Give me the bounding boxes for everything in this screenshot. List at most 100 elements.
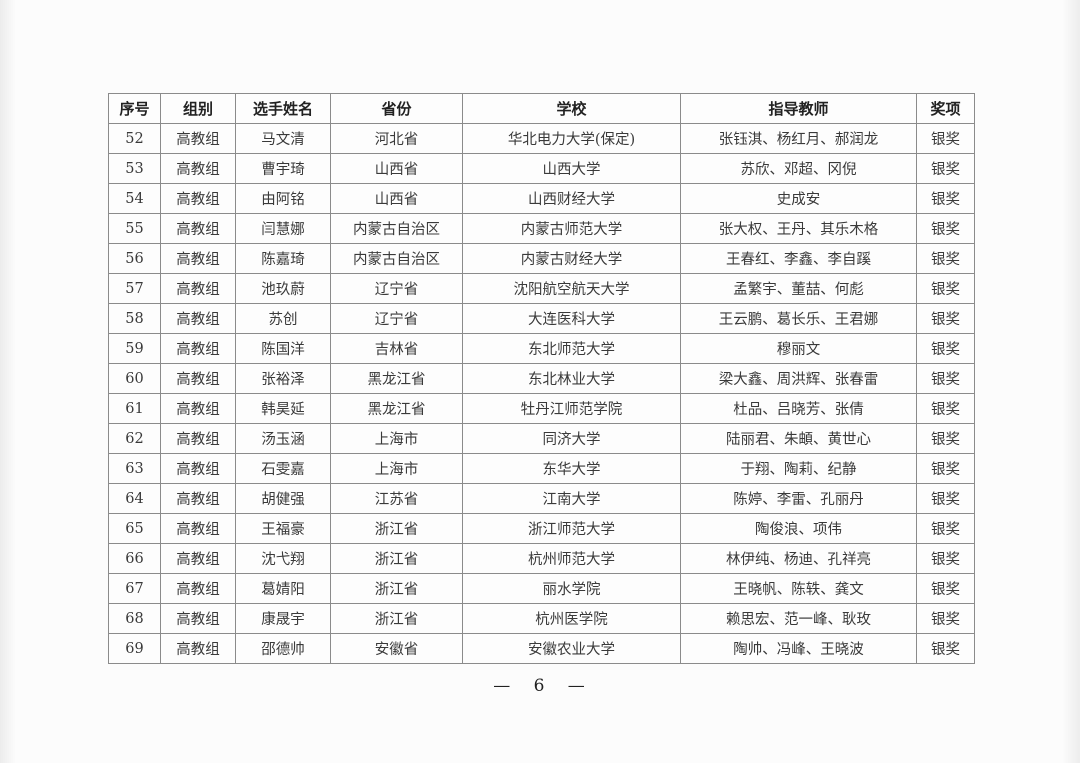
table-cell: 银奖 bbox=[916, 423, 975, 454]
table-cell: 高教组 bbox=[160, 303, 236, 334]
table-cell: 康晟宇 bbox=[235, 603, 331, 634]
table-cell: 汤玉涵 bbox=[235, 423, 331, 454]
table-cell: 65 bbox=[108, 513, 161, 544]
table-row: 66 高教组 沈弋翔 浙江省 杭州师范大学 林伊纯、杨迪、孔祥亮 银奖 bbox=[108, 543, 975, 574]
table-cell: 河北省 bbox=[330, 123, 463, 154]
table-row: 52 高教组 马文清 河北省 华北电力大学(保定) 张钰淇、杨红月、郝润龙 银奖 bbox=[108, 123, 975, 154]
table-row: 54 高教组 由阿铭 山西省 山西财经大学 史成安 银奖 bbox=[108, 183, 975, 214]
table-cell: 63 bbox=[108, 453, 161, 484]
table-cell: 银奖 bbox=[916, 273, 975, 304]
table-cell: 黑龙江省 bbox=[330, 363, 463, 394]
awards-table: 序号 组别 选手姓名 省份 学校 指导教师 奖项 52 高教组 马文清 河北省 华北电力大学(保定)… bbox=[108, 93, 975, 664]
table-row: 69 高教组 邵德帅 安徽省 安徽农业大学 陶帅、冯峰、王晓波 银奖 bbox=[108, 633, 975, 664]
table-cell: 57 bbox=[108, 273, 161, 304]
table-cell: 林伊纯、杨迪、孔祥亮 bbox=[680, 543, 917, 574]
table-row: 67 高教组 葛婧阳 浙江省 丽水学院 王晓帆、陈轶、龚文 银奖 bbox=[108, 573, 975, 604]
table-row: 58 高教组 苏创 辽宁省 大连医科大学 王云鹏、葛长乐、王君娜 银奖 bbox=[108, 303, 975, 334]
table-cell: 高教组 bbox=[160, 333, 236, 364]
table-cell: 苏创 bbox=[235, 303, 331, 334]
table-cell: 葛婧阳 bbox=[235, 573, 331, 604]
table-cell: 高教组 bbox=[160, 363, 236, 394]
table-cell: 陈国洋 bbox=[235, 333, 331, 364]
table-cell: 55 bbox=[108, 213, 161, 244]
table-row: 65 高教组 王福豪 浙江省 浙江师范大学 陶俊浪、项伟 银奖 bbox=[108, 513, 975, 544]
table-cell: 银奖 bbox=[916, 513, 975, 544]
table-cell: 陈婷、李雷、孔丽丹 bbox=[680, 483, 917, 514]
table-cell: 高教组 bbox=[160, 393, 236, 424]
table-cell: 高教组 bbox=[160, 243, 236, 274]
table-cell: 内蒙古自治区 bbox=[330, 213, 463, 244]
table-cell: 56 bbox=[108, 243, 161, 274]
table-cell: 丽水学院 bbox=[462, 573, 681, 604]
table-cell: 黑龙江省 bbox=[330, 393, 463, 424]
table-cell: 高教组 bbox=[160, 423, 236, 454]
table-cell: 银奖 bbox=[916, 363, 975, 394]
table-row: 60 高教组 张裕泽 黑龙江省 东北林业大学 梁大鑫、周洪辉、张春雷 银奖 bbox=[108, 363, 975, 394]
table-cell: 内蒙古自治区 bbox=[330, 243, 463, 274]
table-cell: 大连医科大学 bbox=[462, 303, 681, 334]
table-cell: 高教组 bbox=[160, 213, 236, 244]
table-cell: 浙江师范大学 bbox=[462, 513, 681, 544]
table-cell: 64 bbox=[108, 483, 161, 514]
column-header: 选手姓名 bbox=[235, 93, 331, 124]
table-cell: 陈嘉琦 bbox=[235, 243, 331, 274]
table-cell: 赖思宏、范一峰、耿玫 bbox=[680, 603, 917, 634]
table-cell: 于翔、陶莉、纪静 bbox=[680, 453, 917, 484]
table-cell: 银奖 bbox=[916, 153, 975, 184]
table-cell: 内蒙古师范大学 bbox=[462, 213, 681, 244]
column-header: 组别 bbox=[160, 93, 236, 124]
table-cell: 杭州师范大学 bbox=[462, 543, 681, 574]
table-cell: 高教组 bbox=[160, 573, 236, 604]
table-cell: 王春红、李鑫、李自蹊 bbox=[680, 243, 917, 274]
table-cell: 高教组 bbox=[160, 633, 236, 664]
table-cell: 牡丹江师范学院 bbox=[462, 393, 681, 424]
table-cell: 安徽省 bbox=[330, 633, 463, 664]
table-row: 56 高教组 陈嘉琦 内蒙古自治区 内蒙古财经大学 王春红、李鑫、李自蹊 银奖 bbox=[108, 243, 975, 274]
table-cell: 华北电力大学(保定) bbox=[462, 123, 681, 154]
table-row: 59 高教组 陈国洋 吉林省 东北师范大学 穆丽文 银奖 bbox=[108, 333, 975, 364]
table-cell: 银奖 bbox=[916, 303, 975, 334]
table-cell: 浙江省 bbox=[330, 573, 463, 604]
table-row: 57 高教组 池玖蔚 辽宁省 沈阳航空航天大学 孟繁宇、董喆、何彪 银奖 bbox=[108, 273, 975, 304]
table-cell: 54 bbox=[108, 183, 161, 214]
table-cell: 同济大学 bbox=[462, 423, 681, 454]
table-cell: 66 bbox=[108, 543, 161, 574]
table-cell: 52 bbox=[108, 123, 161, 154]
table-row: 62 高教组 汤玉涵 上海市 同济大学 陆丽君、朱頔、黄世心 银奖 bbox=[108, 423, 975, 454]
table-cell: 高教组 bbox=[160, 123, 236, 154]
table-cell: 山西省 bbox=[330, 153, 463, 184]
table-cell: 高教组 bbox=[160, 603, 236, 634]
table-cell: 山西财经大学 bbox=[462, 183, 681, 214]
table-cell: 由阿铭 bbox=[235, 183, 331, 214]
table-header-row: 序号 组别 选手姓名 省份 学校 指导教师 奖项 bbox=[108, 93, 975, 124]
table-cell: 苏欣、邓超、冈倪 bbox=[680, 153, 917, 184]
table-cell: 韩昊延 bbox=[235, 393, 331, 424]
table-cell: 银奖 bbox=[916, 393, 975, 424]
table-cell: 辽宁省 bbox=[330, 303, 463, 334]
table-cell: 胡健强 bbox=[235, 483, 331, 514]
table-body: 52 高教组 马文清 河北省 华北电力大学(保定) 张钰淇、杨红月、郝润龙 银奖 53 高教组曹… bbox=[108, 123, 975, 664]
column-header: 指导教师 bbox=[680, 93, 917, 124]
table-cell: 58 bbox=[108, 303, 161, 334]
table-cell: 银奖 bbox=[916, 603, 975, 634]
table-cell: 59 bbox=[108, 333, 161, 364]
table-cell: 61 bbox=[108, 393, 161, 424]
table-row: 63 高教组 石雯嘉 上海市 东华大学 于翔、陶莉、纪静 银奖 bbox=[108, 453, 975, 484]
table-cell: 山西大学 bbox=[462, 153, 681, 184]
table-cell: 银奖 bbox=[916, 123, 975, 154]
table-row: 64 高教组 胡健强 江苏省 江南大学 陈婷、李雷、孔丽丹 银奖 bbox=[108, 483, 975, 514]
table-cell: 辽宁省 bbox=[330, 273, 463, 304]
table-cell: 梁大鑫、周洪辉、张春雷 bbox=[680, 363, 917, 394]
table-cell: 陆丽君、朱頔、黄世心 bbox=[680, 423, 917, 454]
table-cell: 曹宇琦 bbox=[235, 153, 331, 184]
table-cell: 东北师范大学 bbox=[462, 333, 681, 364]
table-cell: 东华大学 bbox=[462, 453, 681, 484]
table-cell: 石雯嘉 bbox=[235, 453, 331, 484]
table-cell: 江苏省 bbox=[330, 483, 463, 514]
table-cell: 银奖 bbox=[916, 543, 975, 574]
table-cell: 银奖 bbox=[916, 333, 975, 364]
table-cell: 上海市 bbox=[330, 453, 463, 484]
table-cell: 67 bbox=[108, 573, 161, 604]
table-cell: 浙江省 bbox=[330, 513, 463, 544]
table-cell: 68 bbox=[108, 603, 161, 634]
